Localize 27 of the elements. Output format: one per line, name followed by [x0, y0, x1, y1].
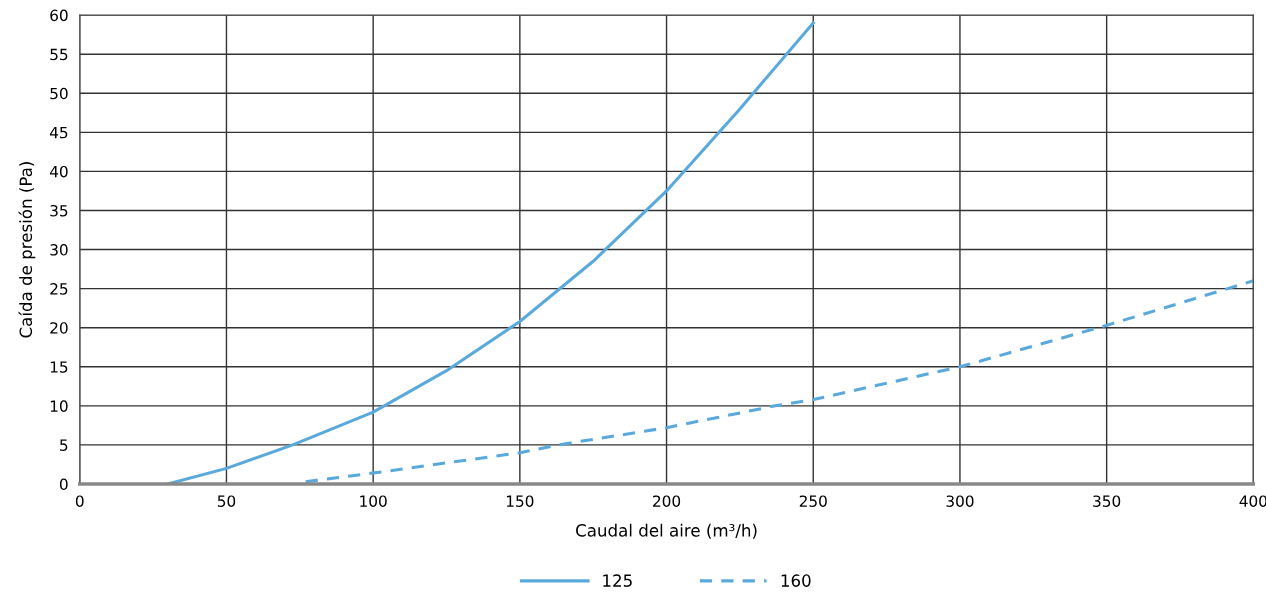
x-tick-label: 400 — [1239, 495, 1266, 507]
x-tick-label: 300 — [946, 495, 974, 507]
x-tick-label: 350 — [1093, 495, 1121, 507]
y-tick-label: 35 — [50, 204, 68, 217]
y-axis-title: Caída de presión (Pa) — [18, 162, 36, 338]
y-tick-label: 15 — [50, 361, 68, 373]
y-tick-label: 50 — [50, 87, 68, 100]
x-tick-label: 200 — [653, 495, 681, 507]
x-tick-label: 150 — [506, 495, 534, 507]
y-tick-label: 5 — [60, 439, 68, 451]
y-tick-label: 55 — [50, 48, 68, 61]
y-tick-label: 0 — [59, 478, 68, 491]
y-tick-label: 20 — [50, 322, 68, 334]
y-tick-label: 45 — [49, 127, 68, 139]
y-tick-label: 30 — [50, 244, 68, 256]
y-tick-label: 25 — [50, 283, 68, 295]
y-tick-label: 10 — [50, 400, 68, 412]
line-series — [304, 279, 1254, 484]
legend-label: 160 — [781, 574, 811, 587]
x-tick-label: 100 — [360, 495, 387, 507]
x-axis-title: Caudal del aire (m³/h) — [576, 523, 757, 539]
x-tick-label: 0 — [75, 495, 84, 507]
y-tick-label: 60 — [50, 9, 68, 22]
x-tick-label: 250 — [799, 495, 827, 507]
x-tick-label: 50 — [217, 495, 236, 507]
y-tick-label: 40 — [49, 165, 68, 178]
legend-label: 125 — [603, 574, 632, 587]
